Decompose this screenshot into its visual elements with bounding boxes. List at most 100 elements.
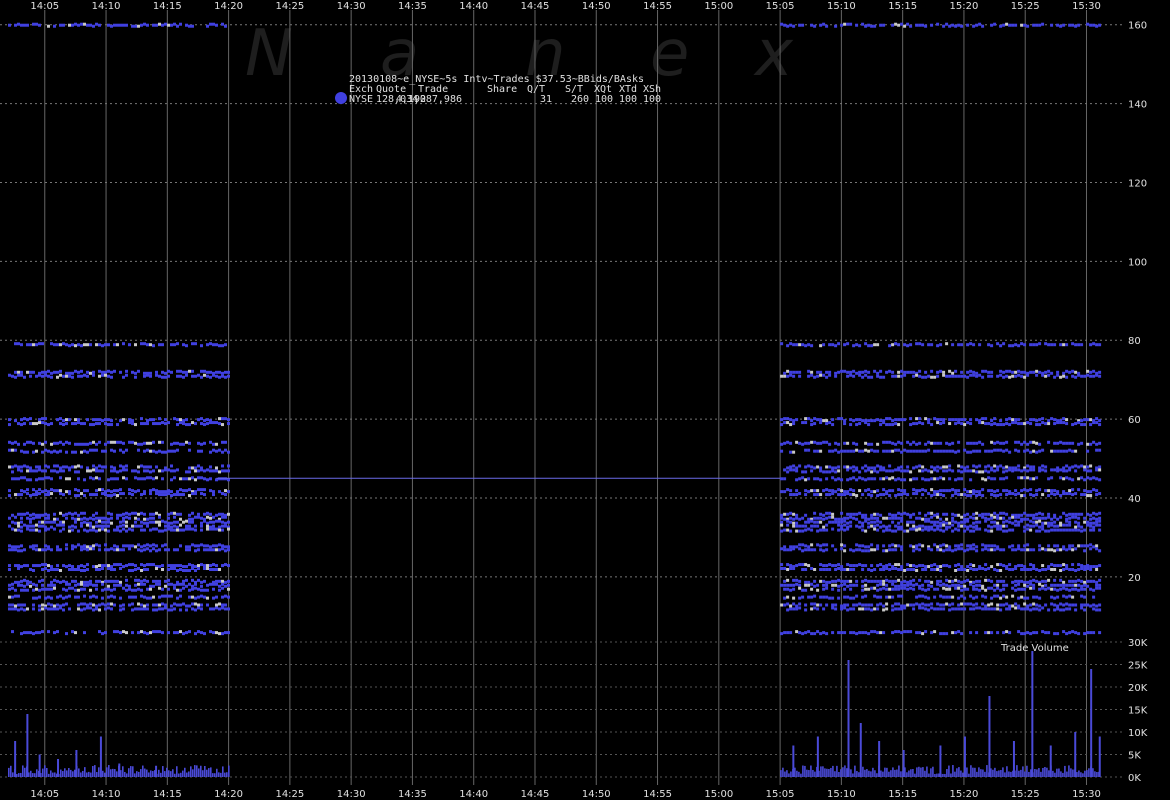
x-tick-label-top: 14:45 xyxy=(521,1,550,12)
bid-ask-dot xyxy=(987,631,991,635)
bid-ask-dot xyxy=(798,529,802,533)
bid-ask-dot xyxy=(945,583,949,587)
bid-ask-dot xyxy=(855,442,859,446)
bid-ask-dot xyxy=(128,492,131,496)
bid-ask-dot xyxy=(1032,586,1036,590)
bid-ask-dot xyxy=(140,563,143,567)
bid-ask-dot xyxy=(209,440,212,444)
volume-bar xyxy=(844,765,846,777)
bid-ask-dot xyxy=(47,516,50,520)
bid-ask-dot xyxy=(185,344,188,348)
bid-ask-dot xyxy=(849,466,853,470)
volume-bar xyxy=(812,769,814,777)
bid-ask-dot xyxy=(996,603,1000,607)
bid-ask-dot xyxy=(912,492,916,496)
bid-ask-dot xyxy=(92,477,95,481)
bid-ask-dot xyxy=(212,631,215,635)
bid-ask-dot xyxy=(915,422,919,426)
bid-ask-dot xyxy=(191,607,194,611)
bid-ask-dot xyxy=(74,511,77,515)
bid-ask-dot xyxy=(50,488,53,492)
bid-ask-dot xyxy=(885,525,889,529)
bid-ask-dot xyxy=(936,548,940,552)
bid-ask-dot xyxy=(906,568,910,572)
bid-ask-dot xyxy=(831,520,835,524)
bid-ask-dot xyxy=(83,565,86,569)
bid-ask-dot xyxy=(20,489,23,493)
bid-ask-dot xyxy=(1095,373,1099,377)
bid-ask-dot xyxy=(870,442,874,446)
bid-ask-dot xyxy=(1056,607,1060,611)
bid-ask-dot xyxy=(849,449,853,453)
bid-ask-dot xyxy=(47,607,50,611)
bid-ask-dot xyxy=(960,465,964,469)
bid-ask-dot xyxy=(11,465,14,469)
bid-ask-dot xyxy=(1026,442,1030,446)
bid-ask-dot xyxy=(80,369,83,373)
x-tick-label-bottom: 15:25 xyxy=(1011,789,1040,800)
bid-ask-dot xyxy=(834,470,838,474)
bid-ask-dot xyxy=(951,371,955,375)
bid-ask-dot xyxy=(1059,476,1063,480)
bid-ask-dot xyxy=(819,418,823,422)
bid-ask-dot xyxy=(65,477,68,481)
bid-ask-dot xyxy=(14,580,17,584)
volume-bar xyxy=(896,769,898,777)
bid-ask-dot xyxy=(1032,418,1036,422)
bid-ask-dot xyxy=(972,512,976,516)
bid-ask-dot xyxy=(152,512,155,516)
bid-ask-dot xyxy=(8,568,11,572)
bid-ask-dot xyxy=(164,450,167,454)
bid-ask-dot xyxy=(32,493,35,497)
bid-ask-dot xyxy=(870,603,874,607)
bid-ask-dot xyxy=(1044,568,1048,572)
bid-ask-dot xyxy=(80,517,83,521)
bid-ask-dot xyxy=(840,493,844,497)
bid-ask-dot xyxy=(918,464,922,468)
bid-ask-dot xyxy=(804,580,808,584)
bid-ask-dot xyxy=(834,603,838,607)
bid-ask-dot xyxy=(140,569,143,573)
bid-ask-dot xyxy=(83,422,86,426)
volume-bar xyxy=(832,765,834,777)
bid-ask-dot xyxy=(789,607,793,611)
bid-ask-dot xyxy=(909,24,913,28)
bid-ask-dot xyxy=(101,596,104,600)
bid-ask-dot xyxy=(984,631,988,635)
bid-ask-dot xyxy=(56,523,59,527)
bid-ask-dot xyxy=(1080,529,1084,533)
bid-ask-dot xyxy=(831,449,835,453)
bid-ask-dot xyxy=(191,342,194,346)
bid-ask-dot xyxy=(1083,423,1087,427)
bid-ask-dot xyxy=(182,579,185,583)
bid-ask-dot xyxy=(134,343,137,347)
bid-ask-dot xyxy=(819,23,823,27)
bid-ask-dot xyxy=(870,344,874,348)
bid-ask-dot xyxy=(840,449,844,453)
bid-ask-dot xyxy=(939,369,943,373)
bid-ask-dot xyxy=(939,489,943,493)
bid-ask-dot xyxy=(206,511,209,515)
bid-ask-dot xyxy=(1083,580,1087,584)
volume-bar xyxy=(1006,766,1008,777)
bid-ask-dot xyxy=(194,524,197,528)
bid-ask-dot xyxy=(882,421,886,425)
bid-ask-dot xyxy=(1050,602,1054,606)
bid-ask-dot xyxy=(825,632,829,636)
volume-bar xyxy=(882,771,884,777)
bid-ask-dot xyxy=(1059,494,1063,498)
bid-ask-dot xyxy=(92,583,95,587)
bid-ask-dot xyxy=(861,521,865,525)
bid-ask-dot xyxy=(194,478,197,482)
bid-ask-dot xyxy=(173,22,176,26)
bid-ask-dot xyxy=(1071,23,1075,27)
volume-bar xyxy=(116,771,118,777)
bid-ask-dot xyxy=(14,477,17,481)
bid-ask-dot xyxy=(74,494,77,498)
bid-ask-dot xyxy=(176,342,179,346)
bid-ask-dot xyxy=(933,466,937,470)
x-tick-label-top: 15:05 xyxy=(766,1,795,12)
volume-bar xyxy=(1030,769,1032,777)
bid-ask-dot xyxy=(146,373,149,377)
bid-ask-dot xyxy=(1071,595,1075,599)
